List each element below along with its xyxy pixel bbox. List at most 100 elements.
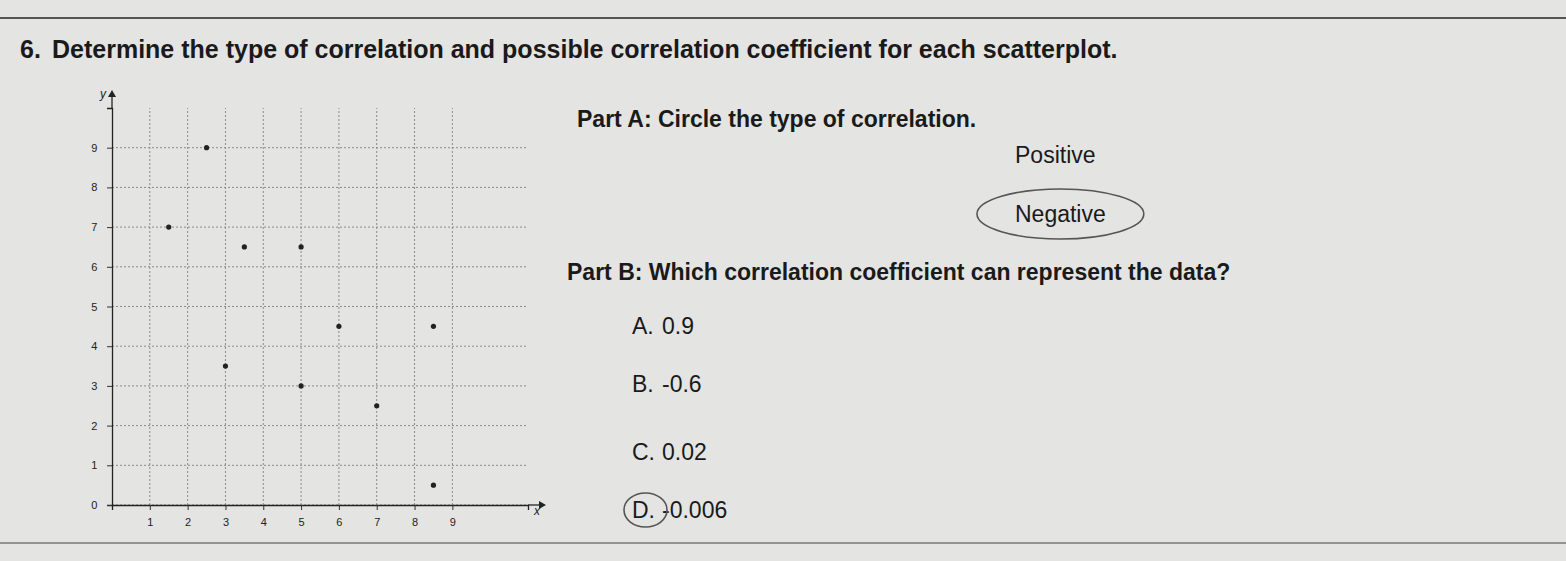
- x-tick-label: 6: [336, 516, 342, 528]
- pencil-circle: [624, 493, 667, 527]
- x-tick-mark: [452, 505, 453, 510]
- y-axis-label: y: [99, 87, 107, 101]
- option-letter: A.: [632, 313, 654, 339]
- grid-line: [263, 108, 264, 505]
- x-tick: 8: [412, 505, 418, 528]
- page-rule: [0, 17, 1566, 19]
- y-tick-mark: [107, 386, 112, 387]
- y-tick-label: 0: [91, 499, 97, 511]
- y-axis: 0 1 2 3 4 5 6 7 8 9: [91, 109, 112, 512]
- points: [166, 145, 436, 488]
- y-tick: 1: [91, 459, 112, 471]
- part-a-option: Negative: [1015, 201, 1106, 227]
- data-point: [223, 363, 228, 368]
- grid-line: [338, 108, 339, 505]
- data-point: [374, 403, 379, 408]
- grid-line: [112, 266, 528, 267]
- y-tick-mark: [107, 227, 112, 228]
- y-tick: 7: [91, 221, 112, 233]
- x-tick: 1: [147, 505, 153, 528]
- question-number: 6.: [20, 35, 41, 63]
- y-axis-line: [107, 109, 113, 506]
- grid-line: [414, 108, 415, 505]
- option-text: 0.9: [662, 313, 694, 339]
- option-letter: C.: [632, 439, 655, 465]
- x-tick-label: 3: [223, 516, 229, 528]
- x-tick-label: 5: [299, 516, 305, 528]
- data-point: [298, 383, 303, 388]
- grid-line: [112, 465, 528, 466]
- y-tick: 3: [91, 380, 112, 392]
- grid-line: [112, 306, 528, 307]
- data-point: [336, 324, 341, 329]
- grid-line: [112, 227, 528, 228]
- data-point: [204, 145, 209, 150]
- grid-line: [112, 346, 528, 347]
- y-tick-mark: [107, 148, 112, 149]
- y-tick-mark: [107, 267, 112, 268]
- y-tick: 5: [91, 301, 112, 313]
- x-tick: 6: [336, 505, 342, 528]
- y-tick-label: 6: [91, 261, 97, 273]
- grid-line: [112, 147, 528, 148]
- x-axis-arrow: [539, 501, 546, 509]
- x-tick: 3: [223, 505, 229, 528]
- option-text: 0.02: [662, 439, 707, 465]
- x-axis-label: x: [533, 504, 541, 518]
- y-tick-mark: [107, 307, 112, 308]
- part-a-prompt: Part A: Circle the type of correlation.: [577, 106, 976, 132]
- x-tick-mark: [377, 505, 378, 510]
- y-tick-mark: [107, 465, 112, 466]
- x-tick: 7: [374, 505, 380, 528]
- x-tick-mark: [263, 505, 264, 510]
- y-tick-label: 7: [91, 221, 97, 233]
- grid-line: [112, 385, 528, 386]
- data-point: [431, 324, 436, 329]
- y-tick: 4: [91, 340, 112, 352]
- y-tick-label: 4: [91, 340, 97, 352]
- x-axis: 1 2 3 4 5 6 7 8 9: [113, 505, 529, 528]
- y-tick-label: 8: [91, 181, 97, 193]
- x-tick: 5: [299, 505, 305, 528]
- part-a-option: Positive: [1015, 142, 1096, 168]
- part-b-prompt: Part B: Which correlation coefficient ca…: [567, 259, 1230, 285]
- x-tick-label: 8: [412, 516, 418, 528]
- x-tick-mark: [188, 505, 189, 510]
- x-tick: 9: [450, 505, 456, 528]
- pencil-circle: [977, 189, 1144, 239]
- y-tick-label: 1: [91, 459, 97, 471]
- option-letter: B.: [632, 371, 654, 397]
- x-tick-label: 7: [374, 516, 380, 528]
- y-tick: 2: [91, 420, 112, 432]
- x-axis-line: [113, 506, 529, 511]
- data-point: [166, 225, 171, 230]
- y-tick-label: 3: [91, 380, 97, 392]
- data-point: [298, 244, 303, 249]
- x-tick-label: 4: [261, 516, 267, 528]
- y-tick-label: 2: [91, 420, 97, 432]
- option-text: -0.6: [662, 371, 702, 397]
- x-tick: 4: [261, 505, 267, 528]
- grid-line: [187, 108, 188, 505]
- y-tick: 9: [91, 142, 112, 154]
- grid-line: [112, 187, 528, 188]
- x-tick-mark: [301, 505, 302, 510]
- y-tick: 8: [91, 181, 112, 193]
- y-tick-mark: [107, 187, 112, 188]
- x-tick-label: 2: [185, 516, 191, 528]
- y-tick: 0: [91, 499, 112, 511]
- y-tick-label: 5: [91, 301, 97, 313]
- x-tick-mark: [339, 505, 340, 510]
- option-text: -0.006: [662, 497, 727, 523]
- y-axis-arrow: [108, 90, 116, 97]
- y-tick-mark: [107, 426, 112, 427]
- data-point: [431, 483, 436, 488]
- y-tick-mark: [107, 346, 112, 347]
- y-tick: 6: [91, 261, 112, 273]
- x-tick: 2: [185, 505, 191, 528]
- y-tick-label: 9: [91, 142, 97, 154]
- x-tick-mark: [415, 505, 416, 510]
- question-title: Determine the type of correlation and po…: [52, 35, 1118, 63]
- page-rule: [0, 542, 1566, 544]
- worksheet: 6. Determine the type of correlation and …: [0, 0, 1566, 561]
